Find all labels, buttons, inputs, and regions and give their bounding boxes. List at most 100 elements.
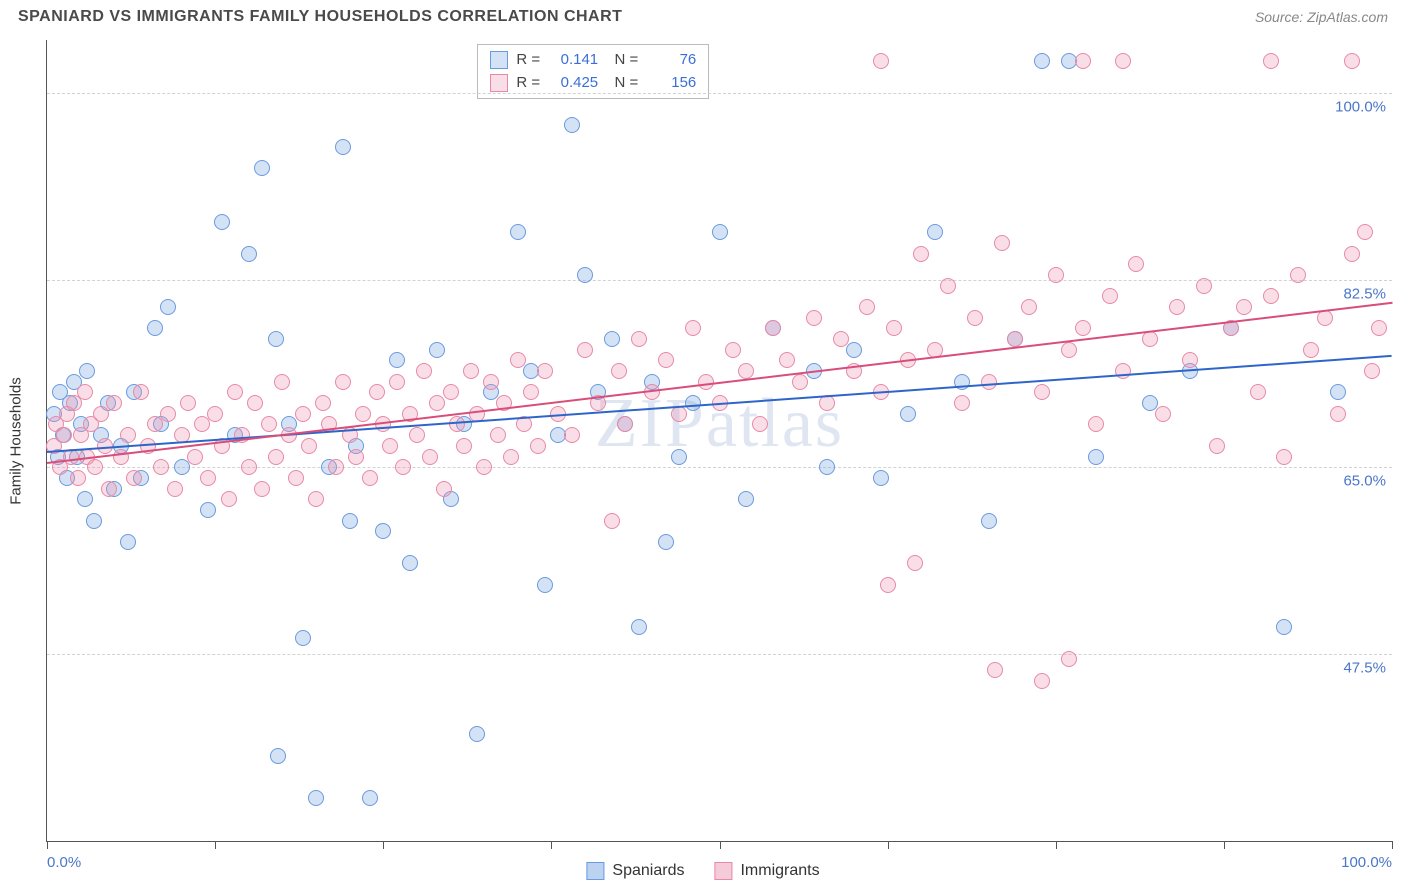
- data-point: [1061, 651, 1077, 667]
- data-point: [160, 299, 176, 315]
- x-tick: [215, 841, 216, 849]
- y-tick-label: 82.5%: [1343, 286, 1386, 303]
- data-point: [288, 470, 304, 486]
- data-point: [369, 384, 385, 400]
- source-credit: Source: ZipAtlas.com: [1255, 9, 1388, 25]
- data-point: [685, 320, 701, 336]
- data-point: [631, 331, 647, 347]
- data-point: [981, 374, 997, 390]
- n-label: N =: [606, 72, 638, 95]
- x-tick: [1056, 841, 1057, 849]
- data-point: [180, 395, 196, 411]
- data-point: [483, 374, 499, 390]
- data-point: [987, 662, 1003, 678]
- data-point: [1209, 438, 1225, 454]
- legend-label: Immigrants: [740, 862, 819, 880]
- y-tick-label: 65.0%: [1343, 473, 1386, 490]
- data-point: [382, 438, 398, 454]
- data-point: [1196, 278, 1212, 294]
- data-point: [886, 320, 902, 336]
- data-point: [900, 406, 916, 422]
- data-point: [200, 470, 216, 486]
- gridline: [47, 93, 1392, 94]
- data-point: [859, 299, 875, 315]
- data-point: [270, 748, 286, 764]
- data-point: [792, 374, 808, 390]
- legend-stat-row: R =0.141 N =76: [490, 49, 696, 72]
- y-axis-label: Family Households: [8, 377, 25, 505]
- data-point: [308, 790, 324, 806]
- data-point: [537, 577, 553, 593]
- r-value: 0.425: [548, 72, 598, 95]
- r-value: 0.141: [548, 49, 598, 72]
- x-tick: [47, 841, 48, 849]
- x-tick: [720, 841, 721, 849]
- data-point: [301, 438, 317, 454]
- data-point: [1021, 299, 1037, 315]
- data-point: [523, 384, 539, 400]
- legend-stat-row: R = 0.425 N = 156: [490, 72, 696, 95]
- data-point: [87, 459, 103, 475]
- data-point: [200, 502, 216, 518]
- data-point: [241, 459, 257, 475]
- x-tick: [888, 841, 889, 849]
- r-label: R =: [516, 49, 540, 72]
- data-point: [355, 406, 371, 422]
- data-point: [456, 438, 472, 454]
- data-point: [907, 555, 923, 571]
- data-point: [1075, 320, 1091, 336]
- data-point: [126, 470, 142, 486]
- data-point: [207, 406, 223, 422]
- data-point: [880, 577, 896, 593]
- data-point: [1236, 299, 1252, 315]
- data-point: [362, 470, 378, 486]
- n-value: 156: [646, 72, 696, 95]
- data-point: [1276, 449, 1292, 465]
- data-point: [671, 449, 687, 465]
- data-point: [1007, 331, 1023, 347]
- data-point: [362, 790, 378, 806]
- legend-label: Spaniards: [612, 862, 684, 880]
- data-point: [342, 513, 358, 529]
- data-point: [254, 481, 270, 497]
- data-point: [295, 630, 311, 646]
- data-point: [335, 374, 351, 390]
- r-label: R =: [516, 72, 540, 95]
- data-point: [261, 416, 277, 432]
- data-point: [954, 395, 970, 411]
- data-point: [187, 449, 203, 465]
- gridline: [47, 280, 1392, 281]
- y-tick-label: 47.5%: [1343, 660, 1386, 677]
- x-tick: [1392, 841, 1393, 849]
- data-point: [1330, 384, 1346, 400]
- data-point: [160, 406, 176, 422]
- data-point: [268, 331, 284, 347]
- legend-swatch: [586, 862, 604, 880]
- data-point: [537, 363, 553, 379]
- data-point: [402, 555, 418, 571]
- data-point: [86, 513, 102, 529]
- data-point: [940, 278, 956, 294]
- gridline: [47, 654, 1392, 655]
- chart-area: Family Households ZIPatlas R =0.141 N =7…: [46, 40, 1392, 842]
- data-point: [389, 374, 405, 390]
- data-point: [846, 342, 862, 358]
- data-point: [221, 491, 237, 507]
- data-point: [113, 449, 129, 465]
- data-point: [1276, 619, 1292, 635]
- data-point: [1263, 288, 1279, 304]
- legend-swatch: [490, 74, 508, 92]
- data-point: [194, 416, 210, 432]
- data-point: [658, 534, 674, 550]
- data-point: [436, 481, 452, 497]
- data-point: [167, 481, 183, 497]
- data-point: [1034, 384, 1050, 400]
- data-point: [1169, 299, 1185, 315]
- data-point: [147, 320, 163, 336]
- data-point: [348, 449, 364, 465]
- x-tick-label: 100.0%: [1341, 854, 1392, 871]
- data-point: [1330, 406, 1346, 422]
- x-tick: [1224, 841, 1225, 849]
- x-tick-label: 0.0%: [47, 854, 81, 871]
- data-point: [227, 384, 243, 400]
